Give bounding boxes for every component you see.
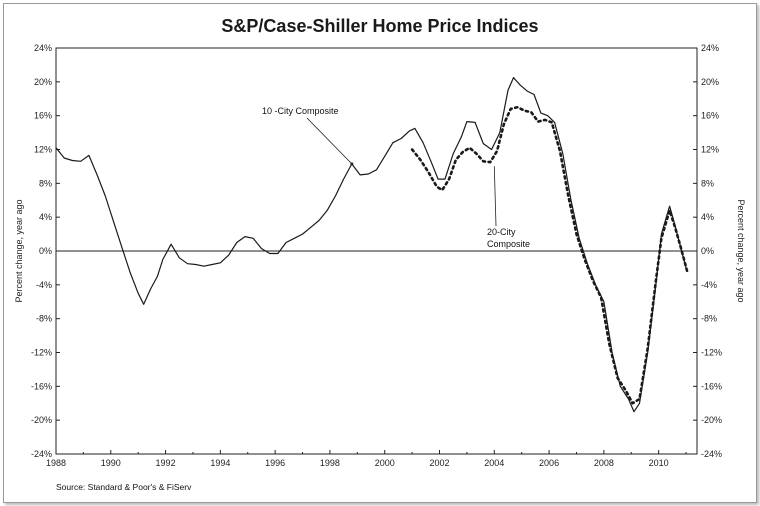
y-tick-label-left: -4% — [36, 280, 52, 290]
y-tick-label-left: -16% — [31, 381, 52, 391]
annotation-10-city: 10 -City Composite — [262, 106, 339, 116]
y-tick-label-left: -12% — [31, 348, 52, 358]
x-tick-label: 2010 — [649, 458, 669, 468]
x-tick-label: 1998 — [320, 458, 340, 468]
y-tick-label-right: 4% — [701, 212, 714, 222]
x-tick-label: 1992 — [156, 458, 176, 468]
annotation-point-10-city — [350, 162, 354, 166]
chart: S&P/Case-Shiller Home Price Indices 24% 2… — [14, 16, 746, 492]
series-line-10-city — [55, 77, 687, 413]
y-tick-label-right: -12% — [701, 348, 722, 358]
y-tick-label-right: -4% — [701, 280, 717, 290]
y-tick-label-left: -20% — [31, 415, 52, 425]
x-tick-label: 1988 — [46, 458, 66, 468]
series-line-20-city — [410, 105, 689, 405]
y-tick-label-left: 12% — [34, 145, 52, 155]
y-tick-label-left: -8% — [36, 314, 52, 324]
y-tick-label-left: -24% — [31, 449, 52, 459]
y-tick-label-left: 24% — [34, 43, 52, 53]
x-tick-label: 2008 — [594, 458, 614, 468]
x-tick-label: 2004 — [484, 458, 504, 468]
x-tick-label: 1990 — [101, 458, 121, 468]
annotation-leader-10-city — [306, 117, 353, 165]
y-tick-label-left: 16% — [34, 111, 52, 121]
y-tick-label-right: 24% — [701, 43, 719, 53]
y-tick-label-right: -20% — [701, 415, 722, 425]
chart-frame: S&P/Case-Shiller Home Price Indices 24% 2… — [3, 3, 757, 503]
y-tick-label-right: 20% — [701, 77, 719, 87]
y-tick-label-left: 0% — [39, 246, 52, 256]
y-tick-label-right: -16% — [701, 381, 722, 391]
y-tick-label-left: 8% — [39, 178, 52, 188]
x-tick-label: 1996 — [265, 458, 285, 468]
y-tick-label-right: 12% — [701, 145, 719, 155]
x-tick-label: 2000 — [375, 458, 395, 468]
x-tick-label: 2006 — [539, 458, 559, 468]
y-axis-label-right: Percent change, year ago — [736, 199, 746, 302]
x-tick-label: 2002 — [429, 458, 449, 468]
annotation-20-city-line1: 20-City — [487, 227, 516, 237]
y-tick-label-right: -8% — [701, 314, 717, 324]
chart-title: S&P/Case-Shiller Home Price Indices — [221, 16, 538, 36]
y-axis-label-left: Percent change, year ago — [14, 199, 24, 302]
annotation-leader-20-city — [493, 166, 497, 227]
y-tick-label-left: 20% — [34, 77, 52, 87]
y-tick-label-left: 4% — [39, 212, 52, 222]
x-tick-label: 1994 — [210, 458, 230, 468]
annotation-20-city-line2: Composite — [487, 239, 530, 249]
y-tick-label-right: -24% — [701, 449, 722, 459]
y-tick-label-right: 16% — [701, 111, 719, 121]
source-note: Source: Standard & Poor's & FiServ — [56, 482, 192, 492]
y-tick-label-right: 8% — [701, 178, 714, 188]
y-tick-label-right: 0% — [701, 246, 714, 256]
